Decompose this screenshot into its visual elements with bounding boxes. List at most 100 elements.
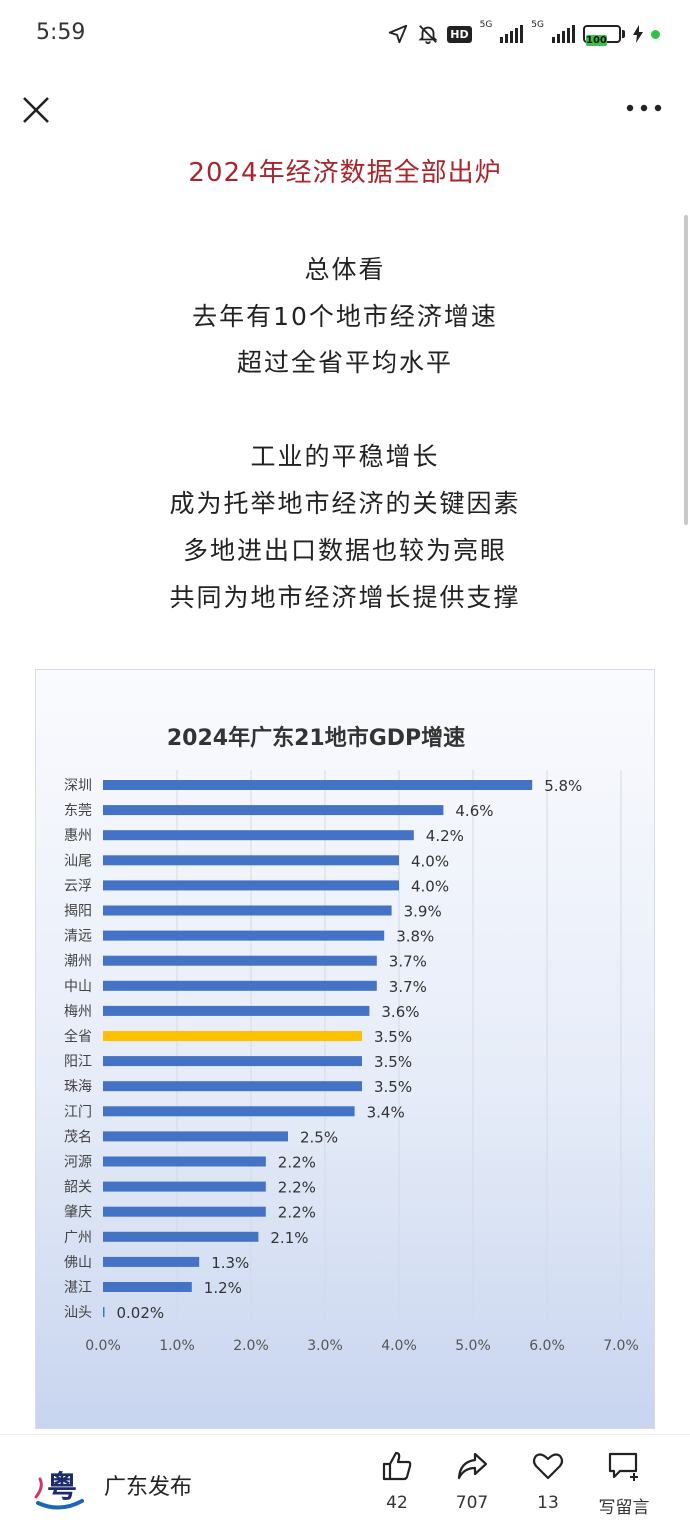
close-icon[interactable]: [18, 92, 54, 128]
value-label: 3.6%: [381, 1003, 419, 1021]
paragraph-line: 总体看: [304, 255, 386, 284]
network-label-2: 5G: [531, 20, 544, 30]
bar: [103, 955, 377, 966]
category-label: 肇庆: [64, 1205, 92, 1221]
thumbs-up-icon: [382, 1451, 412, 1481]
value-label: 4.0%: [411, 852, 449, 870]
account-logo[interactable]: 粤: [30, 1457, 90, 1517]
category-label: 珠海: [64, 1079, 92, 1095]
value-label: 1.3%: [211, 1254, 249, 1272]
more-icon[interactable]: [624, 98, 664, 118]
comment-button[interactable]: 写留言: [584, 1449, 664, 1518]
status-time: 5:59: [36, 20, 86, 45]
x-tick-label: 2.0%: [233, 1338, 269, 1354]
bar: [103, 1156, 266, 1167]
x-tick-label: 5.0%: [455, 1338, 491, 1354]
value-label: 2.1%: [270, 1229, 308, 1247]
bar-chart: 0.0% 1.0% 2.0% 3.0% 4.0% 5.0% 6.0% 7.0% 深圳 5.8% 东莞…: [64, 770, 639, 1354]
value-label: 3.7%: [389, 978, 427, 996]
bar: [103, 1231, 259, 1242]
bar: [103, 780, 533, 790]
signal-icon-1: [500, 25, 524, 43]
category-label: 阳江: [64, 1054, 92, 1070]
favorite-button[interactable]: 13: [508, 1449, 588, 1513]
x-tick-label: 3.0%: [307, 1338, 343, 1354]
value-label: 4.0%: [411, 877, 449, 895]
bar: [103, 930, 385, 941]
favorite-count: 13: [537, 1493, 559, 1513]
value-label: 2.2%: [278, 1204, 316, 1222]
chart-title: 2024年广东21地市GDP增速: [166, 726, 466, 751]
category-label: 深圳: [64, 778, 92, 794]
category-label: 湛江: [64, 1280, 92, 1296]
like-button[interactable]: 42: [357, 1449, 437, 1513]
category-label: 潮州: [64, 954, 92, 970]
bar: [103, 1081, 362, 1092]
category-label: 茂名: [64, 1128, 92, 1145]
article-title: 2024年经济数据全部出炉: [188, 158, 502, 188]
x-tick-label: 1.0%: [159, 1338, 195, 1354]
status-bar: 5:59 HD 5G 5G 100: [0, 0, 690, 68]
value-label: 3.9%: [404, 903, 442, 921]
x-tick-label: 6.0%: [529, 1338, 565, 1354]
paragraph-line: 成为托举地市经济的关键因素: [169, 489, 521, 518]
bar: [103, 1005, 370, 1016]
paragraph-line: 超过全省平均水平: [236, 348, 453, 377]
share-count: 707: [455, 1493, 489, 1513]
x-tick-label: 7.0%: [603, 1338, 639, 1354]
share-button[interactable]: 707: [432, 1449, 512, 1513]
category-label: 云浮: [64, 878, 92, 894]
scrollbar[interactable]: [684, 215, 688, 525]
category-label: 全省: [64, 1028, 92, 1045]
category-label: 佛山: [64, 1255, 92, 1271]
comment-icon: [608, 1452, 638, 1481]
bar: [103, 1131, 288, 1142]
value-label: 1.2%: [204, 1279, 242, 1297]
highlight-bar: [103, 1031, 362, 1041]
status-icons: HD 5G 5G 100: [387, 20, 660, 48]
value-label: 4.2%: [426, 827, 464, 845]
bar: [103, 855, 399, 866]
bar: [103, 980, 377, 991]
category-label: 梅州: [64, 1004, 92, 1020]
bar: [103, 1106, 355, 1117]
account-name[interactable]: 广东发布: [104, 1475, 193, 1500]
value-label: 2.2%: [278, 1179, 316, 1197]
bar: [103, 880, 399, 891]
value-label: 5.8%: [544, 777, 582, 795]
bar: [103, 1282, 192, 1292]
network-label-1: 5G: [479, 20, 493, 30]
category-label: 汕头: [64, 1305, 92, 1321]
bottom-bar: 粤 广东发布 42 707 13 写留言: [0, 1434, 690, 1534]
value-label: 4.6%: [455, 802, 493, 820]
bar: [103, 1056, 362, 1067]
location-arrow-icon: [389, 24, 408, 44]
hd-badge: HD: [447, 25, 472, 43]
category-label: 河源: [64, 1155, 92, 1171]
bar: [103, 905, 392, 916]
bar: [103, 1307, 105, 1318]
paragraph-line: 多地进出口数据也较为亮眼: [182, 536, 507, 565]
chart-image: 2024年广东21地市GDP增速 0.0% 1.0% 2.0% 3.0% 4.0% 5.0…: [35, 669, 655, 1429]
battery-icon: 100: [583, 25, 625, 46]
charging-icon: [633, 25, 643, 43]
signal-icon-2: [552, 25, 575, 43]
value-label: 2.2%: [278, 1154, 316, 1172]
battery-level: 100: [586, 35, 607, 46]
like-count: 42: [386, 1493, 408, 1513]
category-label: 清远: [64, 929, 92, 945]
x-tick-label: 0.0%: [85, 1338, 121, 1354]
value-label: 3.4%: [367, 1103, 405, 1121]
x-tick-label: 4.0%: [381, 1338, 417, 1354]
mute-bell-icon: [418, 25, 438, 45]
category-label: 中山: [64, 979, 92, 995]
comment-label: 写留言: [598, 1498, 650, 1518]
active-dot-icon: [651, 29, 660, 39]
logo-char: 粤: [47, 1470, 77, 1505]
bar: [103, 830, 414, 841]
bar: [103, 1256, 200, 1267]
paragraph-line: 共同为地市经济增长提供支撑: [169, 583, 521, 612]
heart-icon: [532, 1453, 564, 1480]
paragraph-line: 工业的平稳增长: [250, 442, 440, 471]
category-label: 汕尾: [64, 853, 92, 869]
